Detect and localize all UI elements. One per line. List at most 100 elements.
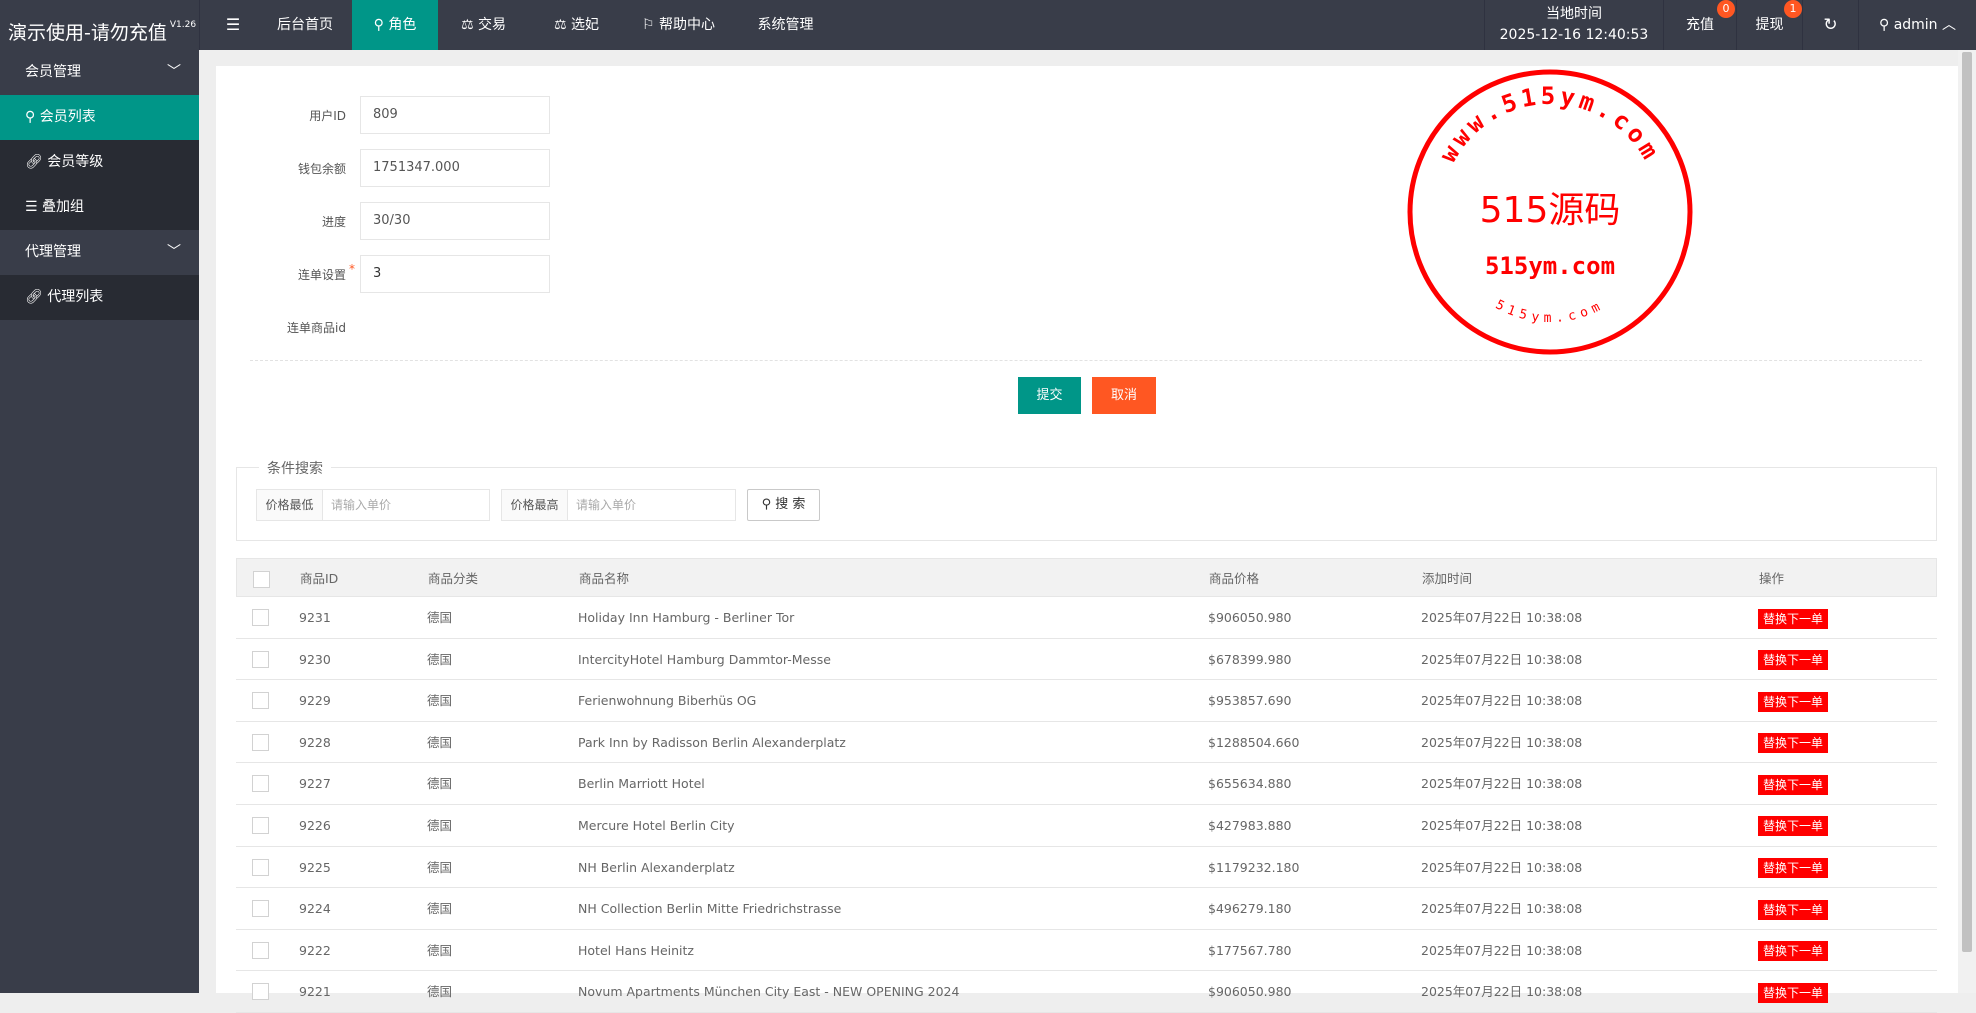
app-logo: 演示使用-请勿充值 V1.26 (0, 0, 200, 50)
row-checkbox[interactable] (252, 816, 269, 834)
withdraw-button[interactable]: 提现 1 (1736, 0, 1802, 50)
row-checkbox[interactable] (252, 609, 269, 626)
table-cell: 德国 (427, 651, 453, 667)
row-checkbox[interactable] (252, 983, 269, 1001)
cancel-button[interactable]: 取消 (1092, 377, 1156, 414)
submit-button[interactable]: 提交 (1018, 377, 1081, 414)
table-cell: 2025年07月22日 10:38:08 (1421, 610, 1583, 625)
sidebar-item-overlay-group[interactable]: ☰ 叠加组 (0, 185, 199, 230)
table-cell: 9225 (299, 859, 331, 875)
top-header: 演示使用-请勿充值 V1.26 ☰ 后台首页 ⚲ 角色 ⚖ 交易 ⚖ 选妃 ⚐ 帮… (0, 0, 1976, 50)
sidebar-group-agent[interactable]: 代理管理 ﹀ (0, 230, 199, 275)
user-id-field[interactable]: 809 (360, 96, 550, 134)
table-cell: 2025年07月22日 10:38:08 (1421, 817, 1583, 833)
table-cell: Hotel Hans Heinitz (578, 942, 694, 958)
select-all-checkbox[interactable] (253, 571, 270, 588)
main-panel: 用户ID 809 钱包余额 1751347.000 进度 30/30 连单设置 *… (216, 66, 1958, 1013)
search-legend: 条件搜索 (259, 458, 331, 478)
scrollbar[interactable] (1958, 50, 1976, 993)
row-checkbox[interactable] (252, 941, 269, 959)
table-cell: $655634.880 (1208, 776, 1292, 792)
sidebar: 会员管理 ﹀ ⚲ 会员列表 🔗︎ 会员等级 ☰ 叠加组 代理管理 ﹀ 🔗︎ 代理列表 (0, 50, 199, 993)
table-cell: IntercityHotel Hamburg Dammtor-Messe (578, 651, 831, 667)
scrollbar-thumb[interactable] (1962, 52, 1972, 952)
row-checkbox[interactable] (252, 650, 269, 668)
table-cell: 9227 (299, 776, 331, 792)
table-cell: $177567.780 (1208, 942, 1292, 958)
link-icon: 🔗︎ (25, 154, 48, 170)
row-checkbox[interactable] (252, 775, 269, 793)
replace-next-button[interactable]: 替换下一单 (1758, 816, 1829, 837)
table-cell: $1179232.180 (1208, 859, 1300, 875)
goods-table: 商品ID 商品分类 商品名称 商品价格 添加时间 操作 9231 德国 Holida… (236, 558, 1937, 1013)
sidebar-item-agent-list[interactable]: 🔗︎ 代理列表 (0, 275, 199, 320)
nav-select[interactable]: ⚖ 选妃 (553, 17, 599, 33)
table-cell: Novum Apartments München City East - NEW… (578, 984, 960, 1000)
combo-field[interactable]: 3 (360, 255, 550, 293)
table-row: 9221 德国 Novum Apartments München City East… (236, 971, 1937, 1013)
sidebar-group-member[interactable]: 会员管理 ﹀ (0, 50, 199, 95)
user-icon: ⚲ (1878, 17, 1894, 33)
table-cell: 9231 (299, 610, 331, 625)
replace-next-button[interactable]: 替换下一单 (1758, 899, 1829, 920)
search-icon: ⚲ (761, 497, 776, 512)
balance-label: 钱包余额 (297, 162, 346, 176)
chevron-down-icon: ﹀ (167, 244, 181, 260)
table-cell: Park Inn by Radisson Berlin Alexanderpla… (578, 734, 846, 750)
list-icon: ☰ (25, 199, 43, 215)
row-checkbox[interactable] (252, 733, 269, 751)
table-cell: 德国 (427, 817, 453, 833)
menu-toggle-icon[interactable]: ☰ (225, 15, 241, 34)
table-cell: 2025年07月22日 10:38:08 (1421, 942, 1583, 958)
app-title: 演示使用-请勿充值 (8, 22, 167, 44)
search-button[interactable]: ⚲ 搜 索 (747, 489, 820, 521)
table-cell: 2025年07月22日 10:38:08 (1421, 776, 1583, 792)
table-cell: 德国 (427, 859, 453, 875)
replace-next-button[interactable]: 替换下一单 (1758, 691, 1829, 712)
table-cell: 德国 (427, 610, 453, 625)
sidebar-item-member-list[interactable]: ⚲ 会员列表 (0, 95, 199, 140)
user-icon: ⚲ (373, 17, 389, 33)
nav-system[interactable]: 系统管理 (757, 17, 814, 33)
combo-goods-label: 连单商品id (287, 321, 346, 335)
sidebar-item-member-level[interactable]: 🔗︎ 会员等级 (0, 140, 199, 185)
chevron-up-icon: ︿ (1937, 17, 1957, 33)
table-cell: $496279.180 (1208, 901, 1292, 917)
table-cell: $427983.880 (1208, 817, 1292, 833)
max-price-input[interactable]: 价格最高 请输入单价 (501, 489, 736, 521)
replace-next-button[interactable]: 替换下一单 (1758, 733, 1829, 754)
table-cell: 2025年07月22日 10:38:08 (1421, 651, 1583, 667)
row-checkbox[interactable] (252, 900, 269, 918)
refresh-icon[interactable]: ↻ (1802, 0, 1858, 50)
balance-field[interactable]: 1751347.000 (360, 149, 550, 187)
min-price-input[interactable]: 价格最低 请输入单价 (256, 489, 490, 521)
replace-next-button[interactable]: 替换下一单 (1758, 941, 1829, 962)
nav-home[interactable]: 后台首页 (277, 17, 333, 33)
table-cell: 2025年07月22日 10:38:08 (1421, 859, 1583, 875)
table-row: 9225 德国 NH Berlin Alexanderplatz $1179232.1… (236, 847, 1937, 889)
user-menu[interactable]: ⚲ admin ︿ (1858, 0, 1976, 50)
table-cell: 德国 (427, 776, 453, 792)
table-cell: Ferienwohnung Biberhüs OG (578, 693, 757, 709)
table-row: 9224 德国 NH Collection Berlin Mitte Friedri… (236, 888, 1937, 930)
table-cell: NH Collection Berlin Mitte Friedrichstra… (578, 901, 842, 917)
table-cell: Mercure Hotel Berlin City (578, 817, 735, 833)
table-cell: $1288504.660 (1208, 734, 1300, 750)
table-cell: 9226 (299, 817, 331, 833)
row-checkbox[interactable] (252, 858, 269, 876)
replace-next-button[interactable]: 替换下一单 (1758, 650, 1829, 671)
table-cell: 德国 (427, 984, 453, 1000)
table-cell: Holiday Inn Hamburg - Berliner Tor (578, 610, 795, 625)
progress-field[interactable]: 30/30 (360, 202, 550, 240)
nav-role[interactable]: ⚲ 角色 (352, 0, 438, 50)
recharge-button[interactable]: 充值 0 (1663, 0, 1736, 50)
replace-next-button[interactable]: 替换下一单 (1758, 774, 1829, 795)
table-cell: 2025年07月22日 10:38:08 (1421, 901, 1583, 917)
table-header: 商品ID 商品分类 商品名称 商品价格 添加时间 操作 (236, 558, 1937, 597)
nav-help[interactable]: ⚐ 帮助中心 (641, 17, 715, 33)
replace-next-button[interactable]: 替换下一单 (1758, 608, 1829, 629)
replace-next-button[interactable]: 替换下一单 (1758, 858, 1829, 879)
table-cell: NH Berlin Alexanderplatz (578, 859, 735, 875)
nav-trade[interactable]: ⚖ 交易 (460, 17, 506, 33)
row-checkbox[interactable] (252, 692, 269, 710)
